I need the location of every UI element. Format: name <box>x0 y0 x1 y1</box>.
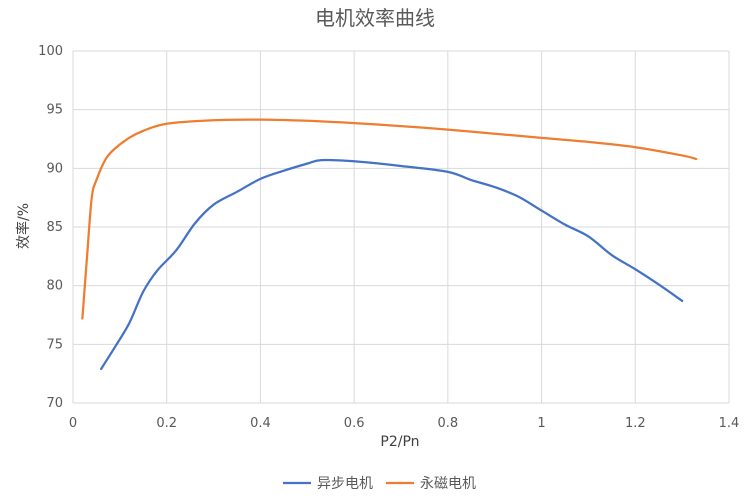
chart-title: 电机效率曲线 <box>315 6 435 30</box>
legend-label-2: 永磁电机 <box>420 476 476 492</box>
y-tick-label: 80 <box>46 279 63 294</box>
x-tick-label: 0.6 <box>344 416 365 431</box>
x-tick-label: 0.4 <box>250 416 271 431</box>
x-axis-title: P2/Pn <box>380 434 419 450</box>
y-axis-title: 效率/% <box>15 203 32 249</box>
legend-label-1: 异步电机 <box>317 476 373 492</box>
x-tick-label: 1 <box>537 416 545 431</box>
y-tick-label: 90 <box>46 161 63 176</box>
y-tick-label: 95 <box>46 103 63 118</box>
tick-labels: 70 75 80 85 90 95 100 0 0.2 0.4 0.6 0.8 1 1.2 1.4 <box>38 44 739 431</box>
y-tick-label: 70 <box>46 396 63 411</box>
y-tick-label: 100 <box>38 44 63 59</box>
series-line-2 <box>81 118 698 320</box>
y-tick-label: 75 <box>46 337 63 352</box>
x-tick-label: 0.2 <box>156 416 177 431</box>
x-tick-label: 0 <box>69 416 77 431</box>
x-tick-label: 1.4 <box>719 416 740 431</box>
legend: 异步电机 永磁电机 <box>283 476 476 492</box>
grid <box>72 50 730 404</box>
y-tick-label: 85 <box>46 220 63 235</box>
x-tick-label: 0.8 <box>438 416 459 431</box>
series-group <box>81 118 698 371</box>
x-tick-label: 1.2 <box>625 416 646 431</box>
series-line-1 <box>99 158 684 371</box>
